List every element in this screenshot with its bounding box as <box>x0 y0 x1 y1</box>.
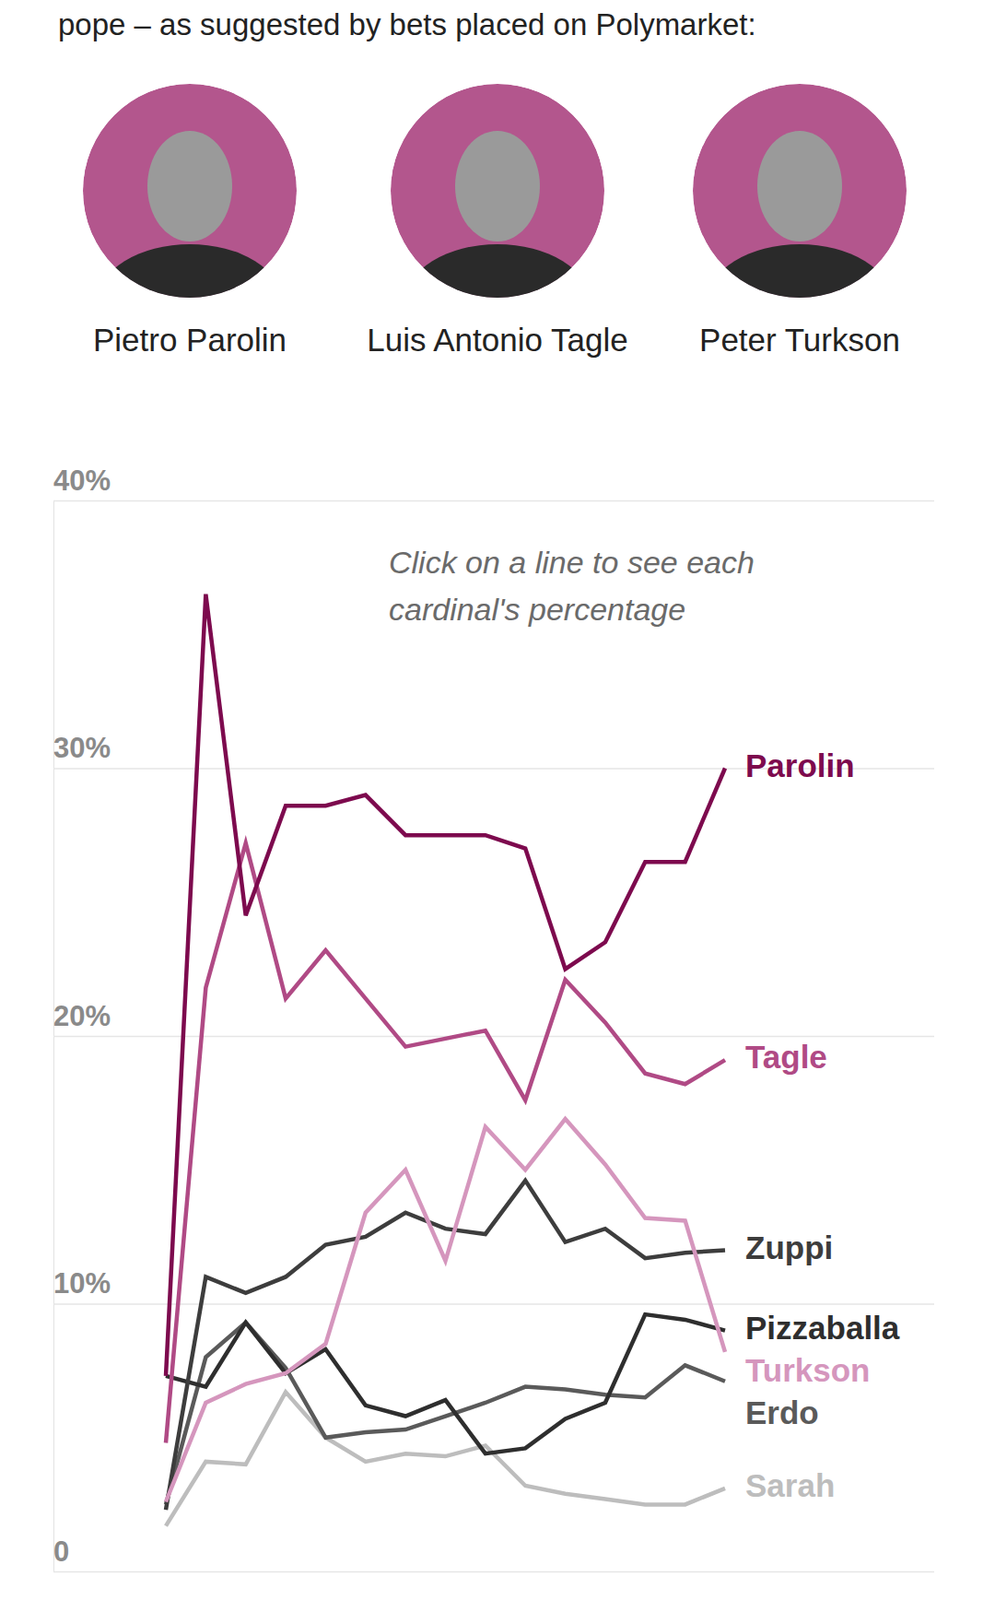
tick: 10% <box>53 1266 935 1304</box>
portrait-name: Pietro Parolin <box>93 321 287 358</box>
portrait-head <box>147 130 233 242</box>
portrait-head <box>757 130 843 242</box>
line-label[interactable]: Sarah <box>745 1466 835 1503</box>
grid-line <box>53 1570 935 1573</box>
portrait <box>692 83 907 359</box>
series-line[interactable] <box>165 594 726 1376</box>
y-axis: 0 10% 20% 30% 40% <box>53 464 935 1572</box>
line-label[interactable]: Pizzaballa <box>745 1309 901 1346</box>
series-line[interactable] <box>165 1391 726 1525</box>
tick: 40% <box>53 464 935 502</box>
legend: Parolin Tagle Turkson Zuppi Pizzaballa Erdo Sa… <box>745 747 901 1503</box>
tick-label: 20% <box>53 999 111 1032</box>
series-line[interactable] <box>165 1322 726 1505</box>
tick-label: 0 <box>53 1534 70 1568</box>
portrait-name: Peter Turkson <box>699 321 901 358</box>
series-line[interactable] <box>165 1118 726 1501</box>
line-label[interactable]: Erdo <box>745 1393 820 1430</box>
portrait <box>390 83 605 359</box>
line-label[interactable]: Parolin <box>745 747 855 784</box>
grid-line <box>53 1035 935 1038</box>
portrait <box>82 83 297 359</box>
line-label[interactable]: Tagle <box>745 1038 828 1075</box>
portrait-head <box>455 130 540 242</box>
annotation: Click on a line to see eachcardinal's pe… <box>388 544 755 627</box>
title: pope – as suggested by bets placed on Po… <box>58 7 757 42</box>
series-line[interactable] <box>165 1180 726 1510</box>
lines <box>165 594 726 1526</box>
tick-label: 40% <box>53 464 111 497</box>
tick-label: 10% <box>53 1266 111 1300</box>
line-label[interactable]: Turkson <box>745 1351 870 1388</box>
portrait-name: Luis Antonio Tagle <box>366 321 628 358</box>
line-label[interactable]: Zuppi <box>745 1229 833 1265</box>
series-line[interactable] <box>165 842 726 1443</box>
tick-label: 30% <box>53 731 111 764</box>
grid-line <box>53 1302 935 1305</box>
tick: 0 <box>53 1534 935 1572</box>
grid-line <box>53 500 935 503</box>
chart: pope – as suggested by bets placed on Po… <box>0 0 995 1600</box>
